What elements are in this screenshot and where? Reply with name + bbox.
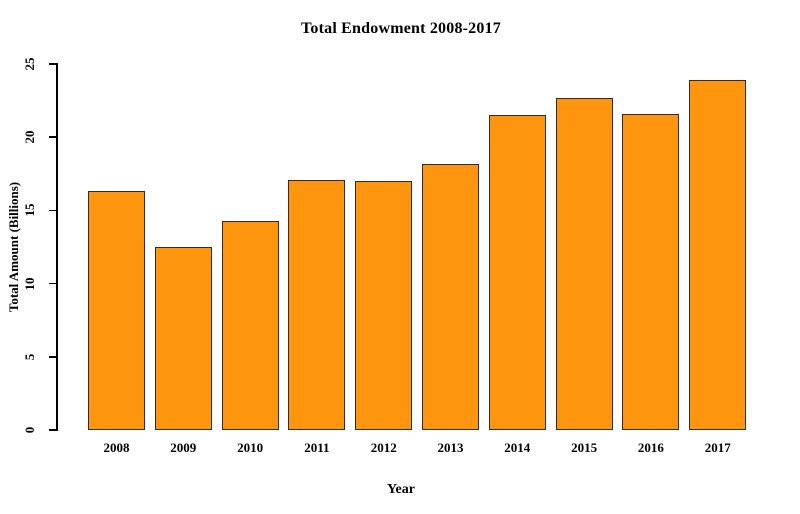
x-axis-title: Year [387, 482, 415, 497]
x-category-label-2013: 2013 [437, 440, 464, 455]
y-tick-label: 0 [22, 426, 37, 434]
y-axis-title: Total Amount (Billions) [6, 181, 21, 313]
y-tick [49, 136, 56, 138]
y-tick [49, 282, 56, 285]
y-tick-label: 25 [22, 57, 37, 71]
plot-area: 0 5 10 15 20 25 2008 2009 2010 2011 2012 2013 2014 20… [22, 58, 757, 455]
bar-2010 [221, 220, 279, 430]
bar-2012 [355, 181, 413, 430]
bar-2008 [88, 191, 145, 430]
x-category-label-2014: 2014 [504, 440, 531, 455]
x-category-label-2012: 2012 [370, 440, 397, 455]
y-tick [49, 63, 56, 65]
y-tick [49, 429, 56, 431]
y-tick-label: 15 [22, 203, 37, 217]
x-category-label-2016: 2016 [637, 440, 664, 455]
bar-2011 [288, 179, 346, 430]
x-category-label-2011: 2011 [304, 440, 330, 455]
x-category-label-2015: 2015 [571, 440, 598, 455]
y-tick [49, 356, 56, 358]
x-category-label-2008: 2008 [103, 440, 130, 455]
bar-2013 [422, 163, 479, 430]
y-tick [49, 209, 56, 212]
y-axis-line [56, 63, 58, 431]
bar-2015 [555, 97, 613, 430]
bar-2009 [154, 247, 212, 430]
bar-2016 [622, 113, 680, 430]
x-category-label-2009: 2009 [170, 440, 197, 455]
y-tick-label: 5 [22, 353, 37, 361]
y-tick-label: 20 [22, 130, 37, 144]
x-category-label-2017: 2017 [704, 440, 731, 455]
bar-2017 [689, 80, 747, 430]
y-tick-label: 10 [22, 277, 37, 291]
x-category-label-2010: 2010 [237, 440, 264, 455]
chart-title: Total Endowment 2008-2017 [301, 20, 501, 37]
bar-2014 [488, 115, 546, 430]
